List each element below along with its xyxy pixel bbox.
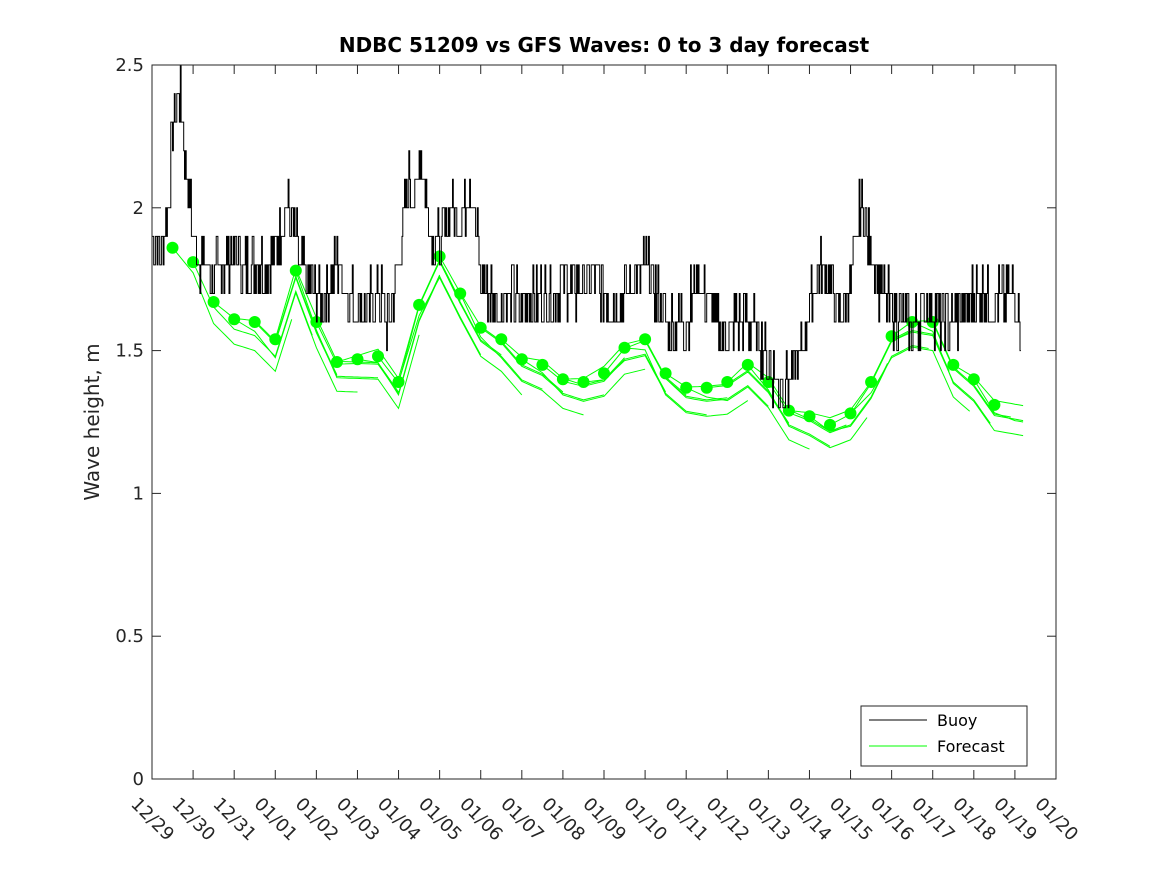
legend: Buoy Forecast [860, 705, 1028, 767]
forecast-run-line [850, 346, 971, 414]
forecast-point [248, 316, 261, 328]
buoy-series [152, 64, 1021, 409]
forecast-run-line [973, 378, 1024, 423]
forecast-point [454, 287, 467, 300]
y-tick-label: 1.5 [115, 341, 144, 362]
forecast-point [700, 381, 713, 394]
forecast-series [166, 241, 1024, 450]
legend-box [860, 705, 1028, 767]
forecast-point [618, 341, 631, 354]
forecast-point [885, 330, 898, 343]
buoy-line [152, 64, 1021, 409]
forecast-run-line [624, 347, 749, 417]
y-tick-label: 2.5 [115, 55, 144, 76]
forecast-point [515, 353, 528, 366]
forecast-point [741, 358, 754, 371]
forecast-point [330, 356, 343, 368]
forecast-run-line [357, 275, 482, 397]
forecast-run-line [295, 270, 420, 410]
forecast-point [495, 333, 508, 346]
forecast-run-line [953, 364, 1024, 407]
forecast-point [577, 376, 590, 388]
legend-forecast-label: Forecast [937, 737, 1005, 756]
forecast-point [680, 381, 693, 394]
forecast-run-line [521, 358, 646, 402]
forecast-point [865, 376, 878, 388]
forecast-point [536, 358, 549, 371]
forecast-point [598, 367, 610, 380]
y-tick-label: 0.5 [115, 626, 144, 647]
forecast-point [392, 376, 405, 388]
forecast-run-line [459, 293, 584, 416]
forecast-point [228, 313, 241, 326]
y-tick-label: 2 [133, 198, 144, 219]
forecast-point [187, 256, 200, 269]
forecast-run-line [172, 247, 293, 373]
forecast-point [988, 398, 1001, 411]
forecast-point [947, 358, 960, 371]
forecast-run-line [911, 321, 1024, 437]
forecast-point [824, 418, 836, 431]
forecast-run-line [233, 291, 358, 393]
forecast-point [639, 333, 652, 346]
forecast-point [413, 298, 426, 311]
forecast-run-line [747, 364, 868, 449]
forecast-point [659, 367, 672, 380]
forecast-run-line [398, 276, 523, 396]
y-tick-label: 0 [133, 769, 144, 790]
forecast-point [721, 376, 734, 388]
forecast-point [372, 350, 384, 363]
forecast-run-line [870, 331, 991, 424]
forecast-point [803, 410, 816, 423]
chart-title: NDBC 51209 vs GFS Waves: 0 to 3 day fore… [339, 33, 870, 57]
forecast-point [967, 373, 980, 386]
forecast-point [269, 333, 282, 346]
forecast-point [556, 373, 569, 386]
forecast-point [166, 241, 179, 254]
y-axis-label: Wave height, m [80, 343, 104, 500]
forecast-run-line [583, 355, 707, 416]
forecast-point [844, 407, 857, 420]
forecast-point [289, 264, 302, 277]
forecast-point [351, 353, 364, 366]
forecast-point [207, 296, 220, 308]
y-tick-label: 1 [133, 483, 144, 504]
legend-buoy-label: Buoy [937, 711, 977, 730]
forecast-point [474, 321, 487, 334]
forecast-run-line [685, 386, 810, 450]
